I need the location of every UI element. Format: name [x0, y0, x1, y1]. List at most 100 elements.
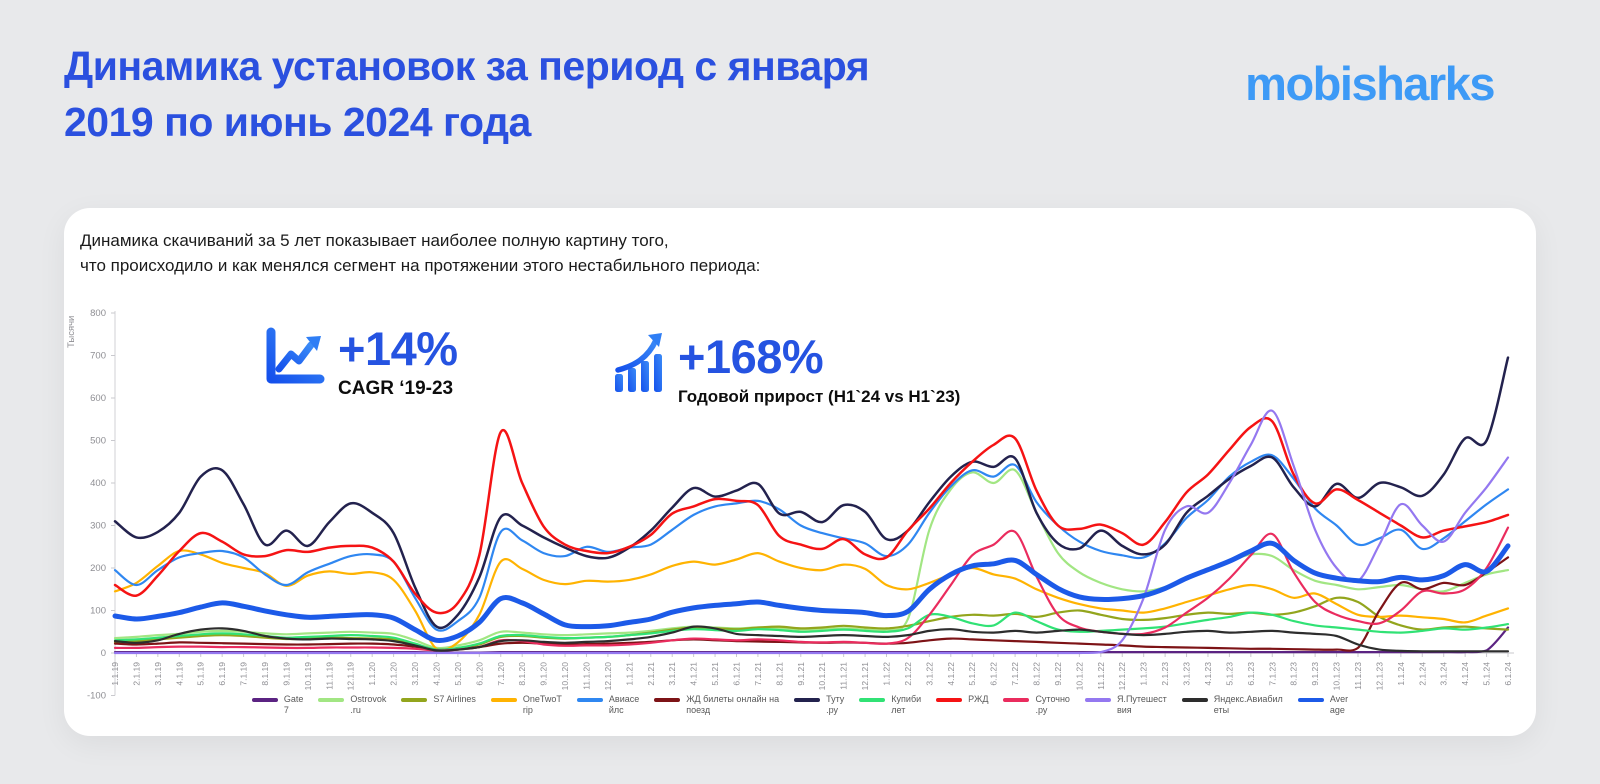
x-tick-label: 2.1.19 [131, 662, 141, 686]
y-tick-label: -100 [87, 691, 106, 702]
x-tick-label: 7.1.20 [496, 662, 506, 686]
x-tick-label: 8.1.23 [1289, 662, 1299, 686]
x-tick-label: 3.1.22 [924, 662, 934, 686]
x-tick-label: 3.1.21 [667, 662, 677, 686]
legend-swatch [490, 698, 517, 702]
x-tick-label: 2.1.21 [646, 662, 656, 686]
legend-swatch [576, 698, 603, 702]
x-tick-label: 12.1.19 [346, 662, 356, 691]
x-tick-label: 5.1.23 [1224, 662, 1234, 686]
x-tick-label: 4.1.19 [174, 662, 184, 686]
x-tick-label: 7.1.22 [1010, 662, 1020, 686]
chart-description-line2: что происходило и как менялся сегмент на… [80, 256, 761, 275]
y-axis-title: Тысячи [66, 316, 77, 348]
x-tick-label: 3.1.19 [153, 662, 163, 686]
legend-label: Авиасе йлс [608, 694, 640, 715]
x-tick-label: 2.1.24 [1417, 662, 1427, 686]
legend-swatch [1297, 698, 1324, 702]
x-tick-label: 1.1.20 [367, 662, 377, 686]
bar-growth-icon [612, 332, 668, 397]
x-tick-label: 6.1.23 [1246, 662, 1256, 686]
legend-item: РЖД [936, 694, 988, 705]
x-tick-label: 4.1.21 [689, 662, 699, 686]
x-tick-label: 3.1.23 [1182, 662, 1192, 686]
y-tick-label: 400 [90, 478, 106, 489]
stat-growth-value: +168% [678, 330, 824, 383]
x-tick-label: 1.1.23 [1139, 662, 1149, 686]
x-tick-label: 12.1.22 [1117, 662, 1127, 691]
x-tick-label: 9.1.22 [1053, 662, 1063, 686]
legend-item: Gate 7 [251, 694, 303, 715]
x-tick-label: 5.1.21 [710, 662, 720, 686]
legend-swatch [1003, 698, 1030, 702]
series-line-Average [112, 540, 1511, 644]
x-tick-label: 4.1.24 [1460, 662, 1470, 686]
series-line-Ostrovok.ru [113, 468, 1510, 650]
x-tick-label: 2.1.20 [389, 662, 399, 686]
legend-swatch [401, 698, 428, 702]
x-tick-label: 11.1.20 [581, 662, 591, 690]
legend-item: OneTwoT rip [490, 694, 562, 715]
chart-card: Динамика скачиваний за 5 лет показывает … [64, 208, 1536, 736]
x-tick-label: 4.1.22 [946, 662, 956, 686]
x-tick-label: 1.1.21 [624, 662, 634, 686]
legend-item: S7 Airlines [401, 694, 476, 705]
page-title-line1: Динамика установок за период с января [64, 43, 870, 89]
x-tick-label: 5.1.22 [967, 662, 977, 686]
series-line-OneTwoTrip [113, 549, 1510, 652]
y-tick-label: 200 [90, 563, 106, 574]
stat-growth-label: Годовой прирост (H1`24 vs H1`23) [678, 387, 961, 407]
trend-line-icon [262, 324, 328, 393]
legend-item: Авиасе йлс [576, 694, 640, 715]
page-title-line2: 2019 по июнь 2024 года [64, 99, 531, 145]
legend-item: ЖД билеты онлайн на поезд [654, 694, 779, 715]
x-tick-label: 1.1.19 [110, 662, 120, 686]
x-tick-label: 12.1.23 [1374, 662, 1384, 691]
y-tick-label: 700 [90, 351, 106, 362]
legend-label: S7 Airlines [433, 694, 476, 704]
x-tick-label: 4.1.23 [1203, 662, 1213, 686]
chart-description-line1: Динамика скачиваний за 5 лет показывает … [80, 231, 669, 250]
x-tick-label: 6.1.19 [217, 662, 227, 686]
x-tick-label: 5.1.20 [453, 662, 463, 686]
legend-item: Суточно .ру [1003, 694, 1070, 715]
y-tick-label: 0 [101, 648, 106, 659]
x-tick-label: 8.1.20 [517, 662, 527, 686]
x-tick-label: 3.1.20 [410, 662, 420, 686]
legend-swatch [654, 698, 681, 702]
series-line-Авиасейлс [113, 453, 1510, 632]
x-tick-label: 1.1.22 [882, 662, 892, 686]
x-tick-label: 3.1.24 [1439, 662, 1449, 686]
x-tick-label: 9.1.20 [539, 662, 549, 686]
x-tick-label: 7.1.21 [753, 662, 763, 686]
series-line-Туту.ру [113, 356, 1510, 630]
y-tick-label: 300 [90, 521, 106, 532]
y-tick-label: 800 [90, 308, 106, 319]
chart-description: Динамика скачиваний за 5 лет показывает … [80, 228, 760, 278]
y-tick-label: 100 [90, 606, 106, 617]
stat-growth: +168% Годовой прирост (H1`24 vs H1`23) [612, 332, 960, 407]
x-tick-label: 11.1.22 [1096, 662, 1106, 690]
legend-label: Aver age [1329, 694, 1349, 715]
mobisharks-logo: mobisharks [1245, 57, 1495, 110]
x-tick-label: 8.1.19 [260, 662, 270, 686]
legend-label: ЖД билеты онлайн на поезд [686, 694, 780, 715]
stat-cagr-label: CAGR ‘19-23 [338, 378, 454, 400]
x-tick-label: 11.1.23 [1353, 662, 1363, 690]
legend-item: Купиби лет [859, 694, 921, 715]
x-tick-label: 10.1.20 [560, 662, 570, 691]
page-title: Динамика установок за период с января 20… [64, 38, 870, 150]
stat-cagr-text: +14% CAGR ‘19-23 [338, 324, 458, 400]
x-tick-label: 11.1.19 [324, 662, 334, 690]
x-tick-label: 10.1.19 [303, 662, 313, 691]
x-tick-label: 6.1.20 [474, 662, 484, 686]
legend-swatch [1084, 698, 1111, 702]
x-tick-label: 8.1.22 [1032, 662, 1042, 686]
legend-item: Яндекс.Авиабил еты [1181, 694, 1283, 715]
x-tick-label: 2.1.23 [1160, 662, 1170, 686]
x-tick-label: 9.1.21 [796, 662, 806, 686]
series-line-Яндекс.Авиабилеты [113, 625, 1510, 653]
legend-label: Я.Путешест вия [1116, 694, 1167, 715]
legend-swatch [251, 698, 278, 702]
legend-swatch [318, 698, 345, 702]
